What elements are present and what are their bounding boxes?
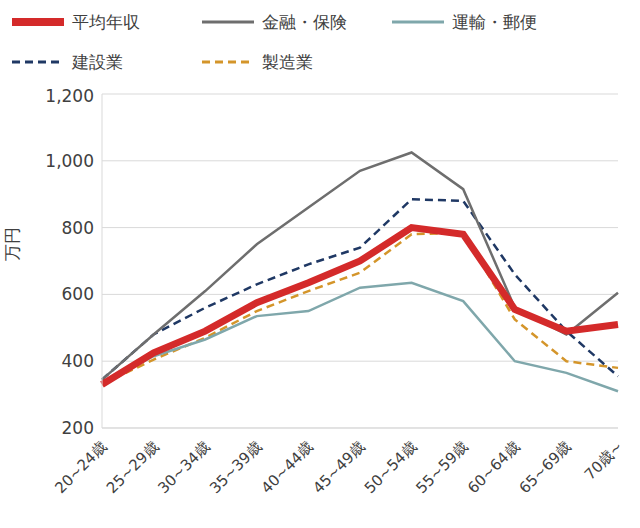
svg-text:20~24歳: 20~24歳 [51, 438, 110, 497]
svg-text:40~44歳: 40~44歳 [258, 438, 317, 497]
html-text:製造業: 製造業 [262, 51, 313, 72]
html-text:金融・保険: 金融・保険 [262, 11, 347, 32]
svg-text:55~59歳: 55~59歳 [412, 438, 471, 497]
svg-text:600: 600 [62, 284, 94, 304]
svg-text:70歳~: 70歳~ [581, 438, 627, 484]
svg-text:60~64歳: 60~64歳 [464, 438, 523, 497]
html-text:建設業: 建設業 [72, 51, 123, 72]
svg-text:50~54歳: 50~54歳 [361, 438, 420, 497]
svg-text:400: 400 [62, 351, 94, 371]
svg-text:200: 200 [62, 418, 94, 438]
svg-text:1,000: 1,000 [45, 151, 94, 171]
html-text:運輸・郵便: 運輸・郵便 [452, 11, 537, 32]
svg-text:25~29歳: 25~29歳 [103, 438, 162, 497]
svg-text:30~34歳: 30~34歳 [154, 438, 213, 497]
svg-text:万円: 万円 [8, 227, 22, 261]
svg-text:45~49歳: 45~49歳 [309, 438, 368, 497]
svg-text:1,200: 1,200 [45, 86, 94, 106]
svg-text:65~69歳: 65~69歳 [516, 438, 575, 497]
html-text:平均年収: 平均年収 [72, 11, 140, 32]
svg-text:35~39歳: 35~39歳 [206, 438, 265, 497]
svg-text:800: 800 [62, 218, 94, 238]
